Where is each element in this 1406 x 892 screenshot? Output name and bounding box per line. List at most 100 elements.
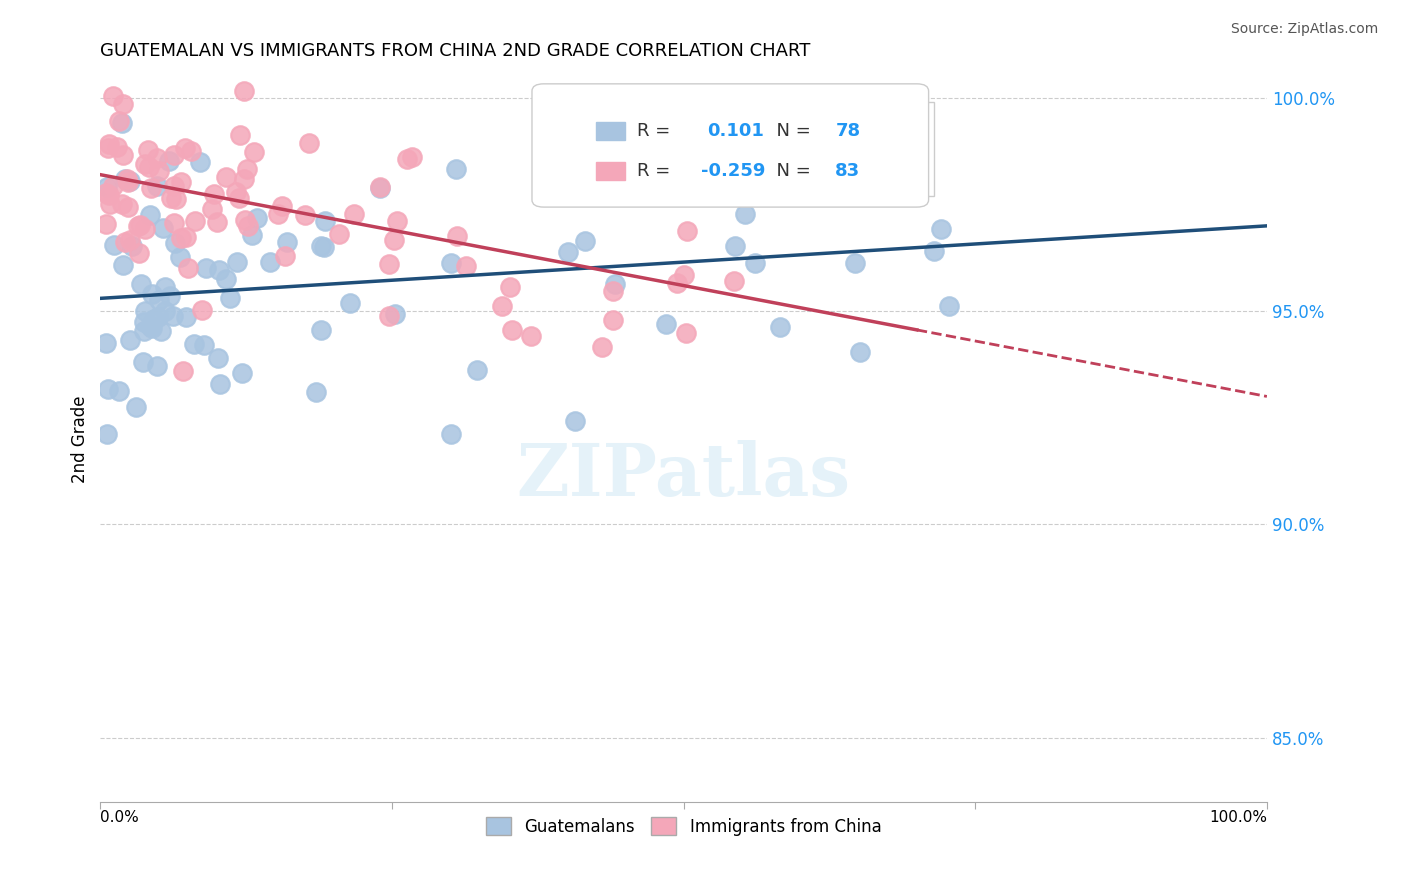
Point bbox=[305, 385, 328, 400]
Point bbox=[121, 239, 143, 253]
Point bbox=[395, 152, 418, 166]
Point bbox=[209, 376, 232, 391]
Point bbox=[114, 172, 136, 186]
Text: 83: 83 bbox=[835, 161, 860, 180]
Point bbox=[96, 217, 118, 231]
Point bbox=[145, 178, 167, 193]
Point bbox=[314, 213, 336, 227]
Point bbox=[208, 263, 231, 277]
Point bbox=[103, 178, 125, 193]
Point bbox=[98, 196, 121, 211]
Point bbox=[162, 310, 184, 324]
Point bbox=[141, 321, 163, 335]
Y-axis label: 2nd Grade: 2nd Grade bbox=[72, 395, 89, 483]
Text: 100.0%: 100.0% bbox=[1209, 810, 1267, 825]
Point bbox=[111, 197, 134, 211]
Point bbox=[176, 260, 198, 275]
Point bbox=[120, 333, 142, 347]
Legend: Guatemalans, Immigrants from China: Guatemalans, Immigrants from China bbox=[478, 809, 890, 844]
Point bbox=[491, 299, 513, 313]
Point bbox=[246, 211, 269, 225]
Point bbox=[96, 426, 118, 441]
Text: N =: N = bbox=[765, 122, 817, 140]
Point bbox=[141, 286, 163, 301]
Point bbox=[146, 151, 169, 165]
Point bbox=[328, 227, 350, 241]
Point bbox=[129, 277, 152, 291]
Point bbox=[128, 246, 150, 260]
Point bbox=[132, 355, 155, 369]
Point bbox=[218, 292, 240, 306]
Point bbox=[734, 207, 756, 221]
Point bbox=[195, 261, 218, 276]
Point bbox=[117, 175, 139, 189]
Point bbox=[440, 427, 463, 442]
Point bbox=[446, 162, 468, 177]
Point bbox=[152, 221, 174, 235]
Point bbox=[202, 187, 225, 202]
Point bbox=[132, 324, 155, 338]
Text: 0.0%: 0.0% bbox=[100, 810, 139, 825]
Point bbox=[467, 362, 489, 376]
Point bbox=[311, 239, 333, 253]
Point bbox=[768, 320, 790, 334]
Bar bbox=[585, 102, 935, 196]
Point bbox=[655, 317, 678, 331]
Point bbox=[159, 289, 181, 303]
Point bbox=[675, 326, 697, 340]
Point bbox=[134, 157, 156, 171]
Point bbox=[309, 323, 332, 337]
Point bbox=[276, 235, 298, 249]
Point bbox=[314, 240, 336, 254]
Point bbox=[298, 136, 321, 150]
Point bbox=[148, 293, 170, 307]
Point bbox=[931, 222, 953, 236]
Point bbox=[938, 299, 960, 313]
Point bbox=[267, 207, 290, 221]
Point bbox=[498, 280, 520, 294]
Text: R =: R = bbox=[637, 122, 676, 140]
Point bbox=[128, 218, 150, 232]
Point bbox=[149, 325, 172, 339]
Bar bbox=[596, 122, 626, 140]
Point bbox=[112, 97, 135, 112]
Point bbox=[163, 148, 186, 162]
Point bbox=[163, 179, 186, 194]
Point bbox=[368, 180, 391, 194]
Point bbox=[339, 296, 361, 310]
Point bbox=[666, 276, 689, 290]
Point bbox=[228, 191, 250, 205]
Point bbox=[170, 231, 193, 245]
Point bbox=[97, 140, 120, 154]
Point bbox=[672, 268, 695, 283]
Point bbox=[139, 208, 162, 222]
Point bbox=[163, 216, 186, 230]
Point bbox=[132, 315, 155, 329]
Point bbox=[446, 228, 468, 243]
Point bbox=[114, 235, 136, 249]
Point bbox=[134, 222, 156, 236]
Point bbox=[111, 258, 134, 272]
Point bbox=[922, 244, 945, 258]
Point bbox=[401, 150, 423, 164]
Point bbox=[207, 351, 229, 365]
Point bbox=[120, 233, 142, 247]
Point bbox=[385, 213, 408, 227]
Point bbox=[215, 272, 238, 286]
Text: -0.259: -0.259 bbox=[702, 161, 765, 180]
Point bbox=[232, 84, 254, 98]
Point bbox=[201, 202, 224, 216]
Point bbox=[138, 143, 160, 157]
Point bbox=[271, 199, 294, 213]
Point bbox=[591, 340, 613, 354]
FancyBboxPatch shape bbox=[531, 84, 928, 207]
Point bbox=[233, 172, 256, 186]
Point bbox=[174, 141, 197, 155]
Point bbox=[111, 148, 134, 162]
Point bbox=[723, 274, 745, 288]
Point bbox=[118, 174, 141, 188]
Point bbox=[169, 250, 191, 264]
Text: GUATEMALAN VS IMMIGRANTS FROM CHINA 2ND GRADE CORRELATION CHART: GUATEMALAN VS IMMIGRANTS FROM CHINA 2ND … bbox=[100, 42, 811, 60]
Point bbox=[111, 116, 134, 130]
Bar bbox=[596, 161, 626, 180]
